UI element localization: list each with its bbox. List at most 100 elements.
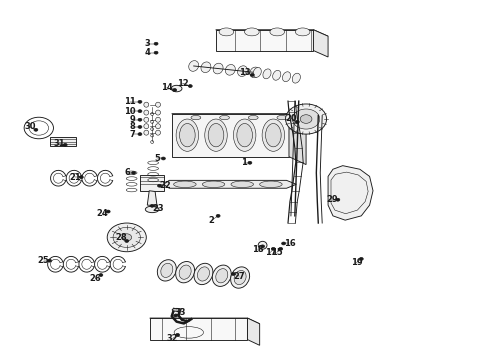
Polygon shape	[172, 114, 306, 122]
Ellipse shape	[179, 123, 195, 147]
Ellipse shape	[205, 119, 227, 151]
Ellipse shape	[231, 267, 249, 288]
Circle shape	[138, 100, 142, 103]
Polygon shape	[289, 114, 306, 165]
Circle shape	[188, 85, 192, 87]
Text: 11: 11	[124, 97, 136, 106]
Circle shape	[231, 273, 235, 275]
Text: 1: 1	[241, 158, 247, 167]
Circle shape	[99, 274, 103, 276]
Ellipse shape	[144, 130, 149, 135]
Ellipse shape	[248, 116, 258, 120]
Polygon shape	[328, 166, 373, 220]
Ellipse shape	[189, 60, 198, 71]
Circle shape	[286, 104, 327, 134]
Ellipse shape	[245, 28, 259, 36]
Text: 26: 26	[90, 274, 101, 283]
Polygon shape	[150, 318, 260, 324]
Ellipse shape	[146, 206, 159, 213]
Circle shape	[271, 247, 275, 250]
Polygon shape	[314, 30, 328, 57]
Ellipse shape	[144, 124, 149, 129]
Circle shape	[34, 129, 38, 131]
Text: 16: 16	[284, 239, 295, 248]
Text: 19: 19	[350, 258, 362, 267]
Ellipse shape	[258, 241, 267, 249]
Circle shape	[106, 210, 110, 213]
Polygon shape	[216, 30, 328, 36]
Ellipse shape	[176, 119, 198, 151]
Circle shape	[279, 247, 283, 250]
Text: 6: 6	[125, 168, 131, 177]
Text: 21: 21	[69, 173, 81, 182]
Polygon shape	[49, 137, 76, 146]
Text: 18: 18	[252, 245, 264, 254]
Ellipse shape	[191, 116, 201, 120]
Text: 8: 8	[130, 122, 136, 131]
Circle shape	[107, 223, 147, 252]
Circle shape	[359, 257, 363, 260]
Text: 27: 27	[233, 271, 245, 280]
Ellipse shape	[179, 265, 191, 279]
Circle shape	[172, 89, 176, 91]
Ellipse shape	[175, 261, 195, 283]
Ellipse shape	[144, 102, 149, 107]
Circle shape	[293, 109, 320, 129]
Circle shape	[336, 198, 340, 201]
Ellipse shape	[194, 263, 213, 285]
Ellipse shape	[266, 123, 281, 147]
Ellipse shape	[220, 116, 229, 120]
Circle shape	[122, 234, 132, 241]
Ellipse shape	[212, 265, 231, 287]
Ellipse shape	[292, 73, 300, 83]
Circle shape	[161, 157, 165, 160]
Circle shape	[132, 171, 136, 174]
Text: 12: 12	[176, 79, 188, 88]
Polygon shape	[172, 114, 289, 157]
Circle shape	[250, 73, 254, 76]
Ellipse shape	[172, 309, 181, 311]
Circle shape	[175, 333, 179, 336]
Circle shape	[300, 115, 312, 123]
Ellipse shape	[173, 181, 196, 188]
Ellipse shape	[234, 270, 246, 285]
Text: 20: 20	[286, 114, 297, 123]
Ellipse shape	[231, 181, 253, 188]
Text: 13: 13	[239, 68, 251, 77]
Text: 17: 17	[265, 248, 276, 257]
Ellipse shape	[201, 62, 211, 73]
Text: 15: 15	[271, 248, 283, 257]
Text: 25: 25	[38, 256, 49, 265]
Ellipse shape	[156, 110, 160, 115]
Text: 22: 22	[159, 181, 171, 190]
Circle shape	[125, 239, 129, 242]
Text: 7: 7	[130, 130, 136, 139]
Ellipse shape	[272, 70, 281, 80]
Polygon shape	[247, 318, 260, 345]
Ellipse shape	[144, 110, 149, 115]
Text: 29: 29	[326, 195, 338, 204]
Circle shape	[216, 215, 220, 217]
Ellipse shape	[157, 260, 176, 281]
Ellipse shape	[197, 267, 210, 281]
Ellipse shape	[270, 28, 285, 36]
Circle shape	[138, 133, 142, 135]
Circle shape	[261, 245, 265, 248]
Ellipse shape	[156, 117, 160, 122]
Circle shape	[150, 204, 154, 207]
Ellipse shape	[156, 130, 160, 135]
Circle shape	[113, 227, 141, 247]
Polygon shape	[141, 175, 164, 191]
Circle shape	[154, 51, 158, 54]
Text: 2: 2	[209, 216, 215, 225]
Text: 31: 31	[53, 139, 65, 148]
Ellipse shape	[237, 123, 252, 147]
Polygon shape	[163, 180, 296, 188]
Ellipse shape	[263, 69, 271, 79]
Text: 33: 33	[175, 308, 186, 317]
Text: 5: 5	[154, 154, 160, 163]
Circle shape	[295, 121, 299, 123]
Circle shape	[138, 118, 142, 121]
Polygon shape	[150, 318, 247, 339]
Text: 23: 23	[152, 204, 164, 213]
